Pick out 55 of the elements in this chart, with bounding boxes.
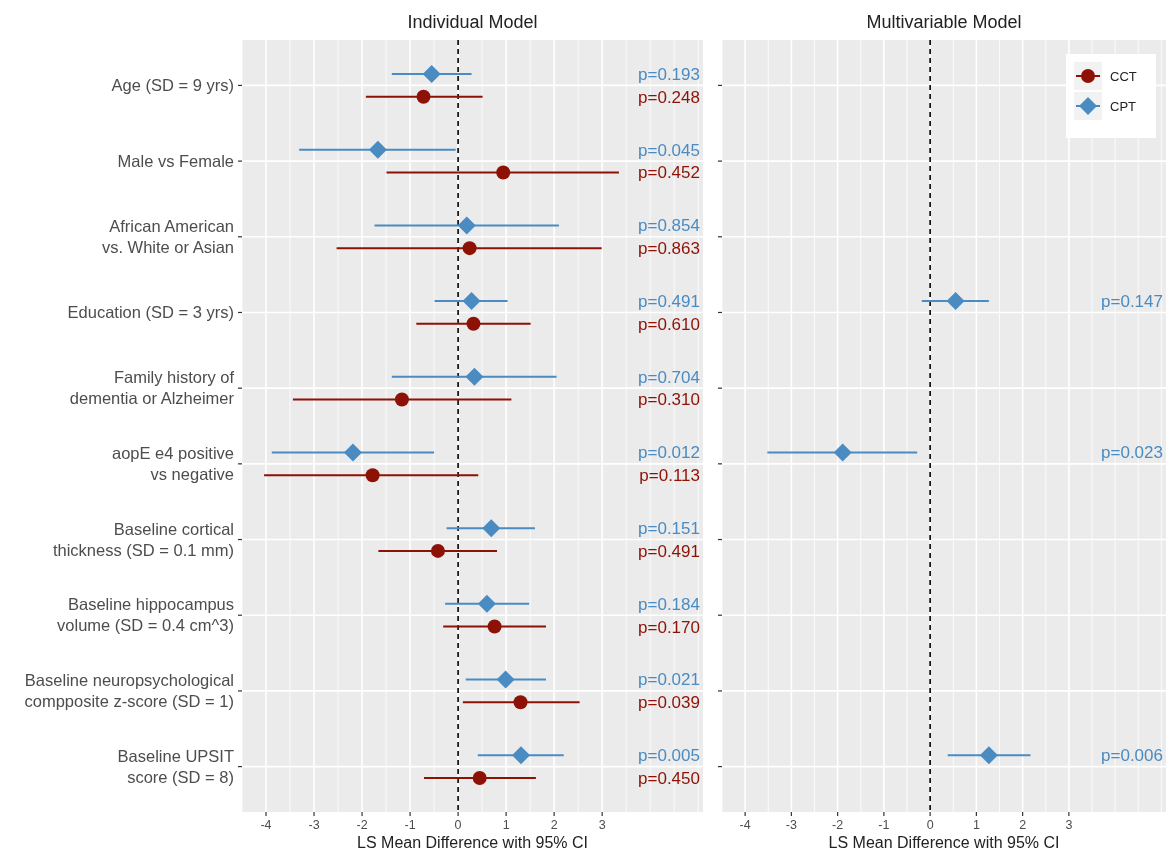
x-tick-label: -1	[878, 818, 890, 832]
x-tick-label: -3	[785, 818, 797, 832]
x-tick-label: -1	[404, 818, 416, 832]
x-tick-label: 1	[972, 818, 980, 832]
annotation: p=0.045	[638, 140, 700, 160]
y-tick-label: aopE e4 positive vs negative	[111, 444, 234, 484]
annotation: p=0.193	[638, 65, 700, 85]
annotation: p=0.452	[638, 163, 700, 183]
x-tick-label: 0	[926, 818, 934, 832]
annotation: p=0.006	[1101, 746, 1163, 766]
annotation: p=0.184	[638, 594, 700, 614]
x-axis-title: LS Mean Difference with 95% CI	[357, 834, 588, 849]
x-tick-label: 3	[598, 818, 606, 832]
annotation: p=0.023	[1101, 443, 1163, 463]
chart-title: Individual Model	[407, 12, 538, 32]
y-tick-label: Baseline UPSIT score (SD = 8)	[117, 746, 234, 786]
annotation: p=0.012	[638, 443, 700, 463]
x-tick-label: 1	[502, 818, 510, 832]
annotation: p=0.170	[638, 617, 700, 637]
x-tick-label: 0	[454, 818, 462, 832]
y-tick-label: Baseline hippocampus volume (SD = 0.4 cm^3)	[57, 595, 234, 635]
x-tick-label: -3	[308, 818, 320, 832]
y-tick-label: Education (SD = 3 yrs)	[67, 303, 234, 322]
annotation: p=0.610	[638, 314, 700, 334]
y-tick-label: Family history of dementia or Alzheimer	[69, 368, 235, 408]
x-tick-label: 2	[550, 818, 558, 832]
x-axis-title: LS Mean Difference with 95% CI	[828, 834, 1060, 849]
annotation: p=0.854	[638, 216, 700, 236]
x-tick-label: -2	[356, 818, 368, 832]
y-tick-label: Age (SD = 9 yrs)	[111, 76, 234, 95]
legend-label: CPT	[1110, 98, 1137, 114]
annotation: p=0.310	[638, 390, 700, 410]
y-tick-label: Baseline neuropsychological compposite z-score (SD = 1)	[24, 671, 234, 711]
y-tick-label: Baseline cortical thickness (SD = 0.1 mm)	[52, 519, 234, 559]
annotation: p=0.248	[638, 87, 700, 107]
annotation: p=0.021	[638, 670, 700, 690]
x-tick-label: -4	[260, 818, 272, 832]
x-tick-label: -4	[739, 818, 751, 832]
legend-label: CCT	[1110, 68, 1137, 84]
x-tick-label: -2	[832, 818, 844, 832]
annotation: p=0.005	[638, 746, 700, 766]
x-tick-label: 2	[1019, 818, 1027, 832]
annotation: p=0.491	[638, 541, 700, 561]
annotation: p=0.151	[638, 519, 700, 539]
annotation: p=0.039	[638, 693, 700, 713]
annotation: p=0.450	[638, 768, 700, 788]
annotation: p=0.147	[1101, 292, 1163, 312]
x-tick-label: 3	[1065, 818, 1073, 832]
annotation: p=0.704	[638, 367, 700, 387]
annotation: p=0.113	[639, 466, 700, 486]
chart-title: Multivariable Model	[866, 12, 1022, 32]
y-tick-label: African American vs. White or Asian	[101, 217, 234, 257]
y-tick-label: Male vs Female	[117, 151, 234, 170]
annotation: p=0.491	[638, 292, 700, 312]
annotation: p=0.863	[638, 239, 700, 259]
